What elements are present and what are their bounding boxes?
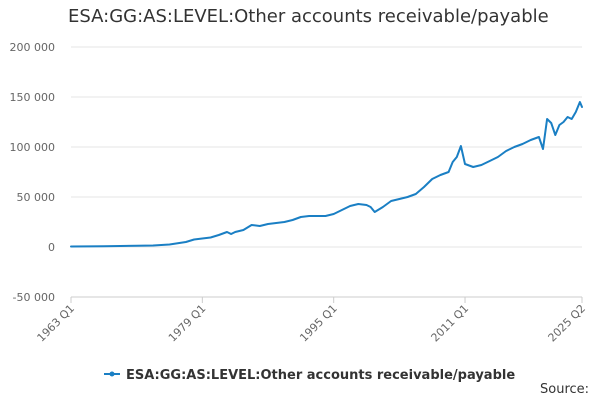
y-tick-label: 50 000 <box>17 191 56 204</box>
legend-item-label[interactable]: ESA:GG:AS:LEVEL:Other accounts receivabl… <box>126 368 515 383</box>
x-tick-label: 2025 Q2 <box>546 302 589 345</box>
y-tick-label: -50 000 <box>13 291 55 304</box>
series-line[interactable] <box>70 101 583 248</box>
x-tick-label: 1963 Q1 <box>35 302 78 345</box>
x-tick-label: 2011 Q1 <box>429 302 472 345</box>
source-label[interactable]: Source: <box>540 382 590 397</box>
y-tick-label: 200 000 <box>10 41 56 54</box>
y-tick-label: 100 000 <box>10 141 56 154</box>
chart-title: ESA:GG:AS:LEVEL:Other accounts receivabl… <box>68 6 549 27</box>
legend-marker <box>109 371 115 377</box>
x-tick-label: 1995 Q1 <box>297 302 340 345</box>
y-tick-label: 150 000 <box>10 91 56 104</box>
x-tick-label: 1979 Q1 <box>166 302 209 345</box>
y-tick-label: 0 <box>48 241 55 254</box>
